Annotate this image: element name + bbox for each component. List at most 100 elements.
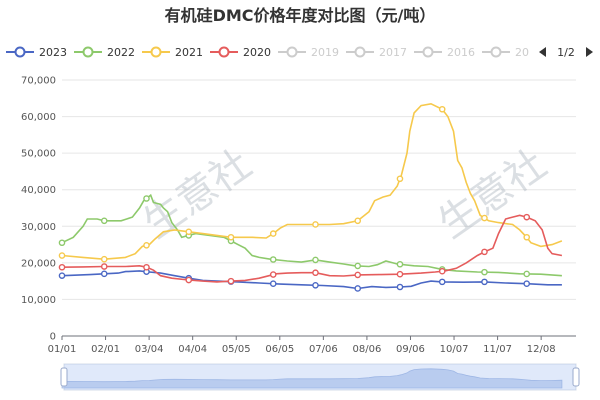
series-point-2022[interactable] — [143, 195, 150, 202]
x-tick-label: 10/07 — [440, 344, 469, 355]
y-tick-label: 60,000 — [21, 112, 56, 123]
series-point-2021[interactable] — [354, 217, 362, 225]
legend-item-2021[interactable]: 2021 — [142, 46, 203, 59]
series-point-2021[interactable] — [143, 242, 150, 249]
series-point-2020[interactable] — [354, 271, 362, 279]
series-point-2021[interactable] — [481, 214, 488, 222]
legend-prev-arrow-icon[interactable] — [539, 47, 546, 57]
series-line-2020 — [61, 214, 563, 283]
series-2023 — [58, 268, 562, 292]
legend-item-2016[interactable]: 2016 — [414, 46, 475, 59]
x-tick-label: 12/08 — [527, 344, 556, 355]
y-tick-label: 70,000 — [21, 76, 56, 87]
legend-marker-icon — [286, 46, 298, 58]
series-point-2022[interactable] — [396, 260, 404, 268]
legend-item-2020[interactable]: 2020 — [210, 46, 271, 59]
series-point-2022[interactable] — [481, 268, 488, 276]
y-tick-label: 20,000 — [21, 258, 56, 269]
series-point-2023[interactable] — [269, 280, 277, 288]
legend-marker-icon — [490, 46, 502, 58]
series-point-2022[interactable] — [523, 270, 531, 278]
series-point-2020[interactable] — [269, 271, 277, 278]
x-tick-label: 04/04 — [178, 344, 207, 355]
legend-item-2019[interactable]: 2019 — [278, 46, 339, 59]
series-point-2023[interactable] — [396, 283, 404, 291]
x-tick-label: 01/01 — [48, 344, 77, 355]
x-tick-label: 11/07 — [483, 344, 512, 355]
watermark-text: 生意社 — [135, 141, 260, 248]
legend-label: 2019 — [311, 46, 339, 59]
series-point-2023[interactable] — [354, 285, 362, 292]
data-zoom-selection[interactable] — [64, 364, 576, 390]
series-point-2023[interactable] — [100, 270, 108, 278]
series-point-2021[interactable] — [269, 230, 277, 237]
legend-pager: 1/2 — [539, 46, 593, 59]
series-point-2020[interactable] — [227, 277, 235, 285]
series-point-2021[interactable] — [58, 252, 66, 259]
y-tick-label: 10,000 — [21, 295, 56, 306]
series-point-2020[interactable] — [58, 263, 66, 271]
legend-marker-icon — [82, 46, 94, 58]
y-tick-label: 0 — [50, 332, 56, 343]
series-point-2023[interactable] — [58, 272, 66, 279]
legend-item-2023[interactable]: 2023 — [6, 46, 67, 59]
series-point-2021[interactable] — [396, 175, 404, 183]
series-point-2020[interactable] — [523, 213, 531, 221]
series-point-2021[interactable] — [100, 255, 108, 263]
legend-label: 2022 — [107, 46, 135, 59]
series-point-2020[interactable] — [143, 263, 150, 271]
legend-label: 2023 — [39, 46, 67, 59]
series-point-2020[interactable] — [185, 276, 193, 284]
series-point-2022[interactable] — [269, 256, 277, 263]
legend-next-arrow-icon[interactable] — [586, 47, 593, 57]
data-zoom-slider[interactable] — [60, 363, 580, 391]
x-tick-label: 07/06 — [309, 344, 338, 355]
series-point-2020[interactable] — [312, 269, 319, 277]
series-point-2021[interactable] — [438, 105, 446, 113]
data-zoom-handle-right[interactable] — [572, 367, 580, 387]
series-point-2022[interactable] — [312, 256, 319, 264]
x-tick-label: 09/06 — [396, 344, 425, 355]
x-tick-label: 03/04 — [135, 344, 164, 355]
series-2020 — [58, 213, 563, 285]
series-point-2023[interactable] — [438, 278, 446, 286]
series-point-2021[interactable] — [312, 221, 319, 228]
series-point-2021[interactable] — [227, 233, 235, 241]
x-tick-label: 05/05 — [222, 344, 251, 355]
chart-title: 有机硅DMC价格年度对比图（元/吨） — [165, 6, 436, 25]
series-point-2023[interactable] — [523, 280, 531, 288]
legend: 2023 2022 2021 2020 2019 2017 2016 20 — [6, 46, 529, 59]
series-point-2022[interactable] — [100, 217, 108, 225]
legend-label: 2020 — [243, 46, 271, 59]
series-point-2020[interactable] — [481, 248, 488, 256]
legend-item-2017[interactable]: 2017 — [346, 46, 407, 59]
series-line-2022 — [61, 193, 562, 277]
legend-label: 20 — [515, 46, 529, 59]
x-tick-label: 06/05 — [265, 344, 294, 355]
data-zoom-handle-left[interactable] — [60, 367, 68, 387]
legend-item-20[interactable]: 20 — [482, 46, 529, 59]
series-point-2022[interactable] — [354, 262, 362, 270]
series-point-2021[interactable] — [185, 228, 193, 236]
watermark-text: 生意社 — [430, 141, 555, 248]
legend-marker-icon — [422, 46, 434, 58]
series-point-2023[interactable] — [481, 278, 488, 286]
legend-item-2022[interactable]: 2022 — [74, 46, 135, 59]
data-zoom-preview — [61, 368, 563, 389]
y-tick-label: 40,000 — [21, 185, 56, 196]
legend-label: 2021 — [175, 46, 203, 59]
legend-page-indicator: 1/2 — [557, 46, 575, 59]
series-point-2020[interactable] — [438, 267, 446, 275]
legend-label: 2016 — [447, 46, 475, 59]
series-point-2020[interactable] — [100, 263, 108, 270]
legend-marker-icon — [354, 46, 366, 58]
series-point-2023[interactable] — [312, 281, 319, 289]
series-point-2022[interactable] — [58, 239, 66, 247]
series-point-2020[interactable] — [396, 270, 404, 278]
watermarks: 生意社 生意社 — [135, 141, 555, 248]
legend-marker-icon — [218, 46, 230, 58]
x-tick-label: 08/06 — [353, 344, 382, 355]
grid-lines — [62, 79, 576, 337]
series-point-2021[interactable] — [523, 233, 531, 241]
